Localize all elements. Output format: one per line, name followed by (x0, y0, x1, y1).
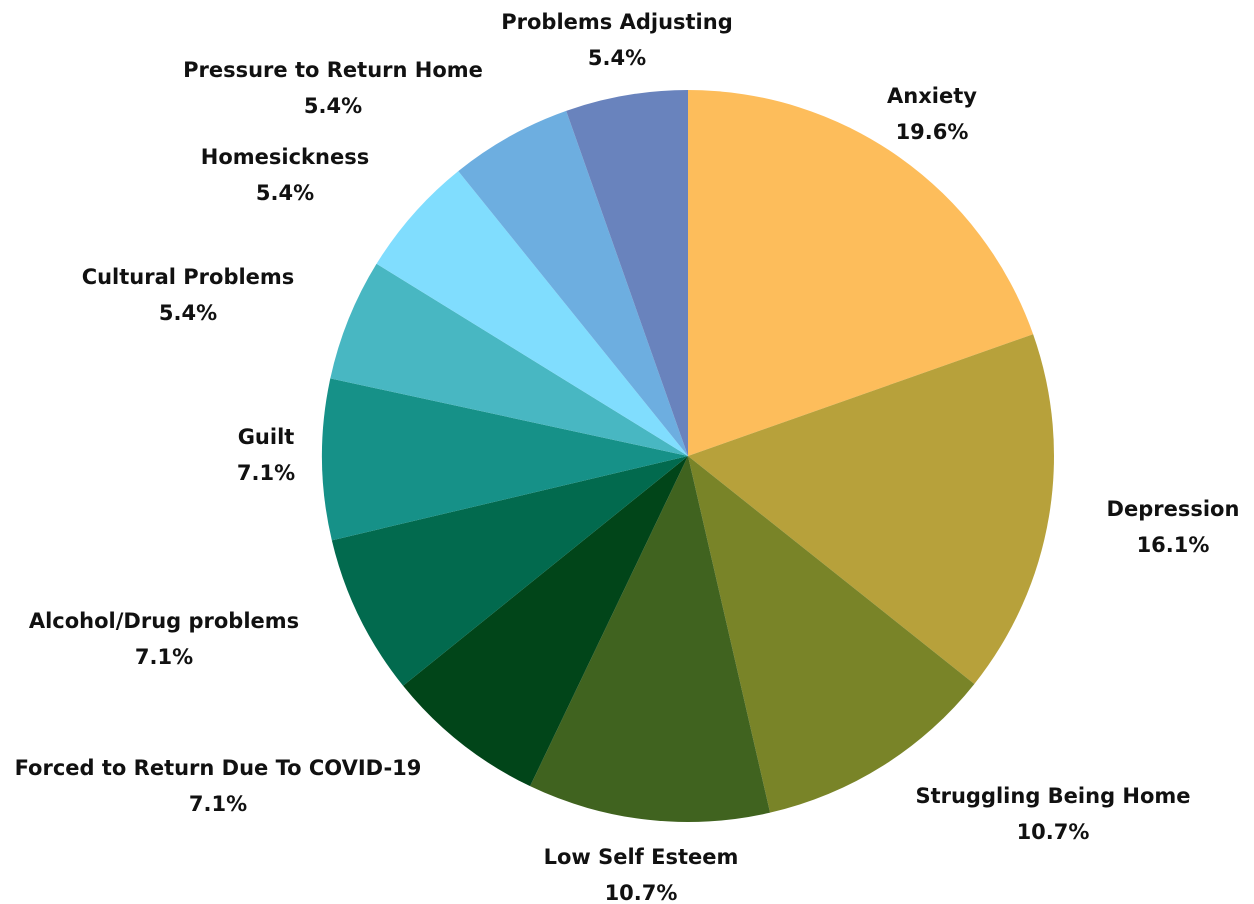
pie-slices (322, 90, 1054, 823)
pie-slice-alcohol-drug-problems (331, 456, 688, 686)
slice-label-guilt: Guilt (238, 425, 295, 449)
slice-value-depression: 16.1% (1137, 533, 1210, 557)
pie-slice-low-self-esteem (530, 456, 771, 823)
slice-label-homesickness: Homesickness (201, 145, 369, 169)
pie-slice-cultural-problems (330, 263, 688, 456)
pie-slice-forced-to-return-due-to-covid-19 (403, 456, 688, 787)
pie-slice-pressure-to-return-home (458, 110, 688, 457)
slice-value-guilt: 7.1% (237, 461, 295, 485)
slice-value-cultural-problems: 5.4% (159, 301, 217, 325)
slice-label-pressure-to-return-home: Pressure to Return Home (183, 58, 483, 82)
slice-value-problems-adjusting: 5.4% (588, 46, 646, 70)
pie-slice-anxiety (688, 90, 1034, 456)
slice-label-struggling-being-home: Struggling Being Home (915, 784, 1190, 808)
pie-slice-struggling-being-home (688, 456, 975, 813)
slice-label-alcohol-drug-problems: Alcohol/Drug problems (29, 609, 299, 633)
slice-label-anxiety: Anxiety (887, 84, 977, 108)
slice-labels: Anxiety 19.6% Depression 16.1% Struggling Be… (15, 10, 1240, 904)
pie-slice-problems-adjusting (566, 90, 688, 456)
slice-value-low-self-esteem: 10.7% (605, 881, 678, 904)
slice-value-anxiety: 19.6% (896, 120, 969, 144)
slice-value-alcohol-drug-problems: 7.1% (135, 645, 193, 669)
pie-slice-homesickness (376, 171, 688, 456)
slice-value-pressure-to-return-home: 5.4% (304, 94, 362, 118)
slice-label-low-self-esteem: Low Self Esteem (544, 845, 739, 869)
slice-label-depression: Depression (1107, 497, 1240, 521)
slice-value-forced-to-return-due-to-covid-19: 7.1% (189, 792, 247, 816)
pie-slice-guilt (322, 378, 688, 541)
slice-value-homesickness: 5.4% (256, 181, 314, 205)
slice-label-cultural-problems: Cultural Problems (82, 265, 295, 289)
slice-label-problems-adjusting: Problems Adjusting (501, 10, 733, 34)
slice-value-struggling-being-home: 10.7% (1017, 820, 1090, 844)
slice-label-forced-to-return-due-to-covid-19: Forced to Return Due To COVID-19 (15, 756, 422, 780)
pie-slice-depression (688, 334, 1054, 684)
